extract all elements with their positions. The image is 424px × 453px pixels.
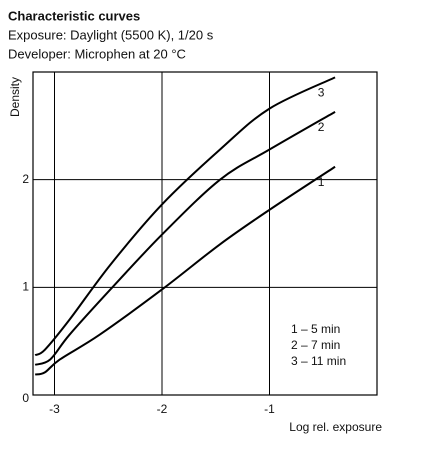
x-axis-label: Log rel. exposure xyxy=(289,420,382,434)
x-tick-label: -1 xyxy=(264,402,275,416)
legend-entry: 1 – 5 min xyxy=(291,322,340,336)
legend-entry: 3 – 11 min xyxy=(291,354,346,368)
legend-entry: 2 – 7 min xyxy=(291,338,340,352)
x-tick-label: -3 xyxy=(49,402,60,416)
chart-subtitle: Exposure: Daylight (5500 K), 1/20 s xyxy=(8,27,214,42)
curve xyxy=(34,165,336,376)
curve xyxy=(34,76,336,357)
x-tick-label: -2 xyxy=(157,402,168,416)
chart-title: Characteristic curves xyxy=(8,8,140,23)
curve-label: 2 xyxy=(318,120,325,134)
y-axis-label: Density xyxy=(8,77,22,117)
chart-subtitle: Developer: Microphen at 20 °C xyxy=(8,46,186,61)
curve xyxy=(34,110,336,366)
y-tick-label: 1 xyxy=(22,280,29,294)
y-tick-label: 0 xyxy=(22,391,29,405)
plot-frame xyxy=(32,71,378,396)
curve-label: 3 xyxy=(318,86,325,100)
y-tick-label: 2 xyxy=(22,172,29,186)
curve-label: 1 xyxy=(318,175,325,189)
